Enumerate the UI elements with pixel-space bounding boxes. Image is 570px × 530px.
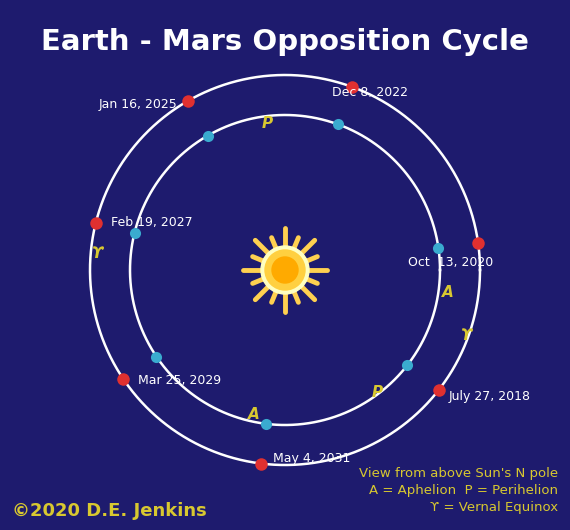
Circle shape	[261, 246, 309, 294]
Circle shape	[265, 250, 305, 290]
Text: ϒ = Vernal Equinox: ϒ = Vernal Equinox	[430, 501, 558, 514]
Text: ©2020 D.E. Jenkins: ©2020 D.E. Jenkins	[12, 502, 207, 520]
Text: May 4, 2031: May 4, 2031	[273, 452, 351, 465]
Text: Feb 19, 2027: Feb 19, 2027	[111, 216, 193, 229]
Text: A = Aphelion  P = Perihelion: A = Aphelion P = Perihelion	[369, 484, 558, 497]
Text: P: P	[372, 385, 382, 400]
Text: ϒ: ϒ	[460, 329, 471, 343]
Text: Dec 8, 2022: Dec 8, 2022	[332, 86, 408, 99]
Text: View from above Sun's N pole: View from above Sun's N pole	[359, 467, 558, 480]
Circle shape	[272, 257, 298, 283]
Text: A: A	[249, 407, 260, 422]
Text: Earth - Mars Opposition Cycle: Earth - Mars Opposition Cycle	[41, 28, 529, 56]
Text: P: P	[262, 116, 272, 131]
Text: Oct  13, 2020: Oct 13, 2020	[408, 257, 494, 269]
Text: A: A	[442, 285, 454, 301]
Text: July 27, 2018: July 27, 2018	[449, 390, 531, 403]
Text: Mar 25, 2029: Mar 25, 2029	[139, 374, 222, 387]
Text: Jan 16, 2025: Jan 16, 2025	[99, 98, 177, 111]
Text: ϒ: ϒ	[91, 246, 103, 261]
